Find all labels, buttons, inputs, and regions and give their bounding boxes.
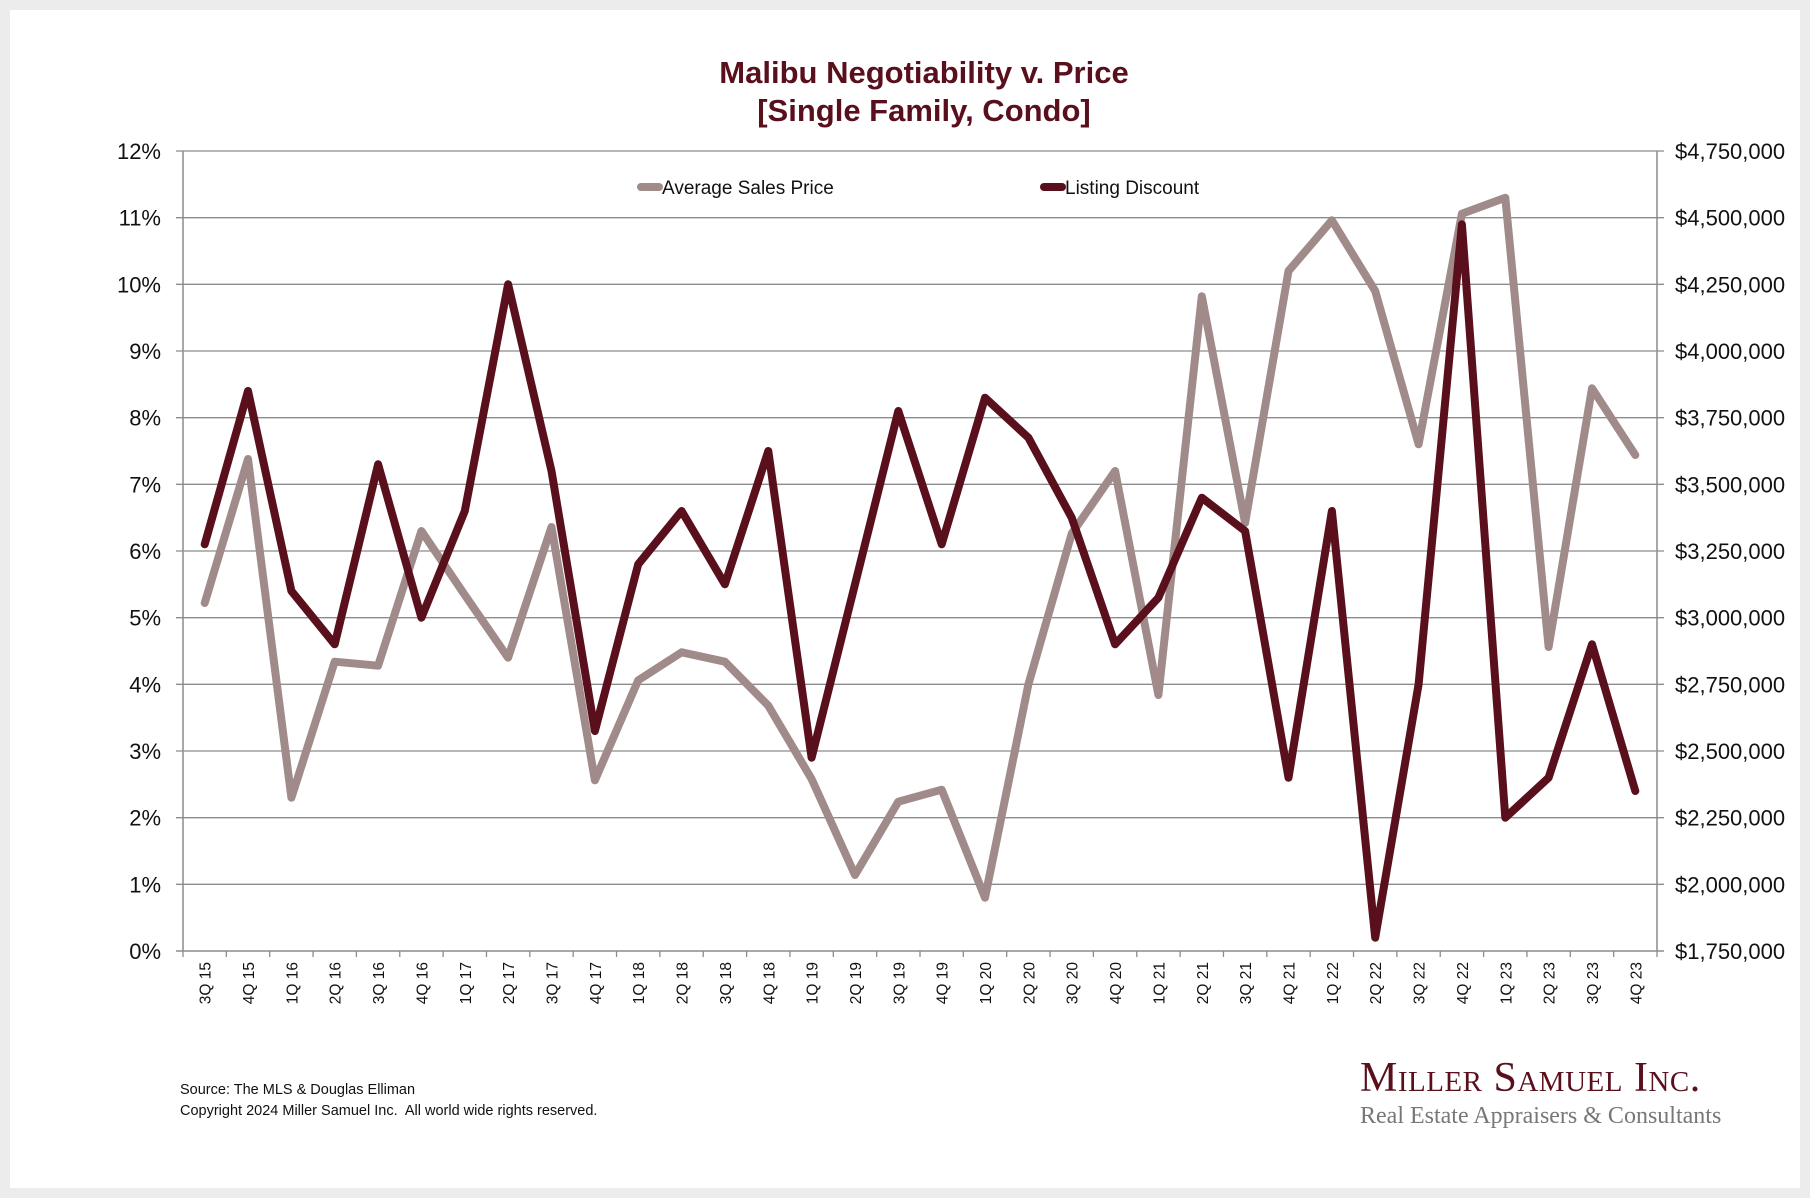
- x-axis-tick-label: 3Q 18: [718, 962, 735, 1004]
- x-axis-tick-label: 4Q 21: [1282, 962, 1299, 1004]
- left-axis-tick-label: 11%: [119, 206, 161, 231]
- gridlines: [176, 150, 1664, 885]
- left-axis-tick-label: 12%: [117, 139, 161, 164]
- footer-notes: Source: The MLS & Douglas Elliman Copyri…: [180, 1080, 597, 1122]
- left-axis-tick-label: 10%: [117, 272, 161, 297]
- x-axis-tick-label: 3Q 23: [1585, 962, 1602, 1004]
- right-axis-tick-label: $3,000,000: [1675, 606, 1785, 631]
- x-axis-tick-label: 3Q 16: [371, 962, 388, 1004]
- series-line-average-sales-price: [200, 193, 1640, 902]
- x-axis-tick-label: 1Q 23: [1498, 962, 1515, 1004]
- x-axis-tick-label: 4Q 18: [761, 962, 778, 1004]
- x-axis-tick-label: 3Q 21: [1238, 962, 1255, 1004]
- series-line-listing-discount: [200, 220, 1640, 942]
- x-axis-tick-label: 4Q 19: [935, 962, 952, 1004]
- legend-label-listing-discount: Listing Discount: [1065, 178, 1200, 199]
- right-axis-tick-label: $1,750,000: [1675, 939, 1785, 964]
- left-axis-tick-label: 3%: [129, 739, 161, 764]
- left-axis-tick-label: 6%: [129, 539, 161, 564]
- x-axis-tick-label: 2Q 17: [501, 962, 518, 1004]
- right-axis-tick-label: $4,250,000: [1675, 272, 1785, 297]
- x-axis-tick-label: 1Q 17: [458, 962, 475, 1004]
- right-axis-tick-label: $3,750,000: [1675, 406, 1785, 431]
- x-axis-tick-label: 4Q 16: [414, 962, 431, 1004]
- x-axis-tick-label: 4Q 20: [1108, 962, 1125, 1005]
- x-axis-tick-label: 4Q 23: [1628, 962, 1645, 1004]
- x-axis-tick-label: 2Q 16: [328, 962, 345, 1004]
- left-axis-tick-label: 5%: [129, 606, 161, 631]
- x-axis-tick-label: 2Q 22: [1368, 962, 1385, 1004]
- x-axis-tick-label: 1Q 22: [1325, 962, 1342, 1004]
- right-axis-tick-label: $3,250,000: [1675, 539, 1785, 564]
- x-axis-tick-label: 3Q 22: [1412, 962, 1429, 1004]
- x-axis-tick-label: 4Q 22: [1455, 962, 1472, 1004]
- left-axis-tick-label: 4%: [129, 672, 161, 697]
- x-axis-tick-label: 3Q 19: [891, 962, 908, 1004]
- left-axis-tick-label: 8%: [129, 406, 161, 431]
- x-axis-tick-label: 1Q 19: [805, 962, 822, 1004]
- right-axis-tick-label: $2,500,000: [1675, 739, 1785, 764]
- right-axis-tick-label: $2,000,000: [1675, 872, 1785, 897]
- x-axis-tick-label: 1Q 18: [631, 962, 648, 1004]
- right-axis-tick-label: $2,250,000: [1675, 806, 1785, 831]
- x-axis-tick-label: 1Q 21: [1151, 962, 1168, 1004]
- x-axis-tick-label: 2Q 21: [1195, 962, 1212, 1004]
- copyright-note: Copyright 2024 Miller Samuel Inc. All wo…: [180, 1103, 598, 1119]
- logo-name: Miller Samuel Inc.: [1360, 1055, 1701, 1101]
- x-axis-tick-label: 4Q 15: [241, 962, 258, 1004]
- right-axis-tick-label: $4,750,000: [1675, 139, 1785, 164]
- x-axis-tick-label: 1Q 20: [978, 962, 995, 1005]
- legend-label-average-sales-price: Average Sales Price: [662, 178, 834, 199]
- x-axis-tick-label: 4Q 17: [588, 962, 605, 1004]
- legend: Average Sales Price Listing Discount: [637, 178, 1200, 199]
- axes: 0% 1% 2% 3% 4% 5% 6% 7% 8% 9% 10% 11% 12% $1,750,000 $…: [117, 139, 1785, 1004]
- x-axis-tick-label: 3Q 17: [545, 962, 562, 1004]
- right-axis-tick-label: $2,750,000: [1675, 672, 1785, 697]
- chart-title: Malibu Negotiability v. Price: [719, 55, 1128, 90]
- left-axis-tick-label: 2%: [129, 806, 161, 831]
- x-axis-tick-label: 1Q 16: [284, 962, 301, 1004]
- company-logo: Miller Samuel Inc. Real Estate Appraiser…: [1360, 1055, 1740, 1131]
- left-axis-tick-label: 9%: [129, 339, 161, 364]
- logo-tagline: Real Estate Appraisers & Consultants: [1360, 1103, 1722, 1129]
- x-axis-tick-label: 2Q 19: [848, 962, 865, 1004]
- x-axis-tick-label: 2Q 18: [675, 962, 692, 1004]
- right-axis-tick-label: $4,000,000: [1675, 339, 1785, 364]
- series-lines: [200, 193, 1640, 942]
- left-axis-tick-label: 0%: [129, 939, 161, 964]
- x-axis-tick-label: 2Q 20: [1021, 962, 1038, 1005]
- left-axis-tick-label: 7%: [129, 472, 161, 497]
- x-axis-tick-label: 3Q 20: [1065, 962, 1082, 1005]
- chart-card: [10, 10, 1800, 1188]
- x-axis-tick-label: 3Q 15: [198, 962, 215, 1004]
- right-axis-tick-label: $4,500,000: [1675, 206, 1785, 231]
- x-axis-tick-label: 2Q 23: [1542, 962, 1559, 1004]
- source-note: Source: The MLS & Douglas Elliman: [180, 1082, 416, 1098]
- left-axis-tick-label: 1%: [129, 872, 161, 897]
- chart-subtitle: [Single Family, Condo]: [757, 93, 1091, 128]
- right-axis-tick-label: $3,500,000: [1675, 472, 1785, 497]
